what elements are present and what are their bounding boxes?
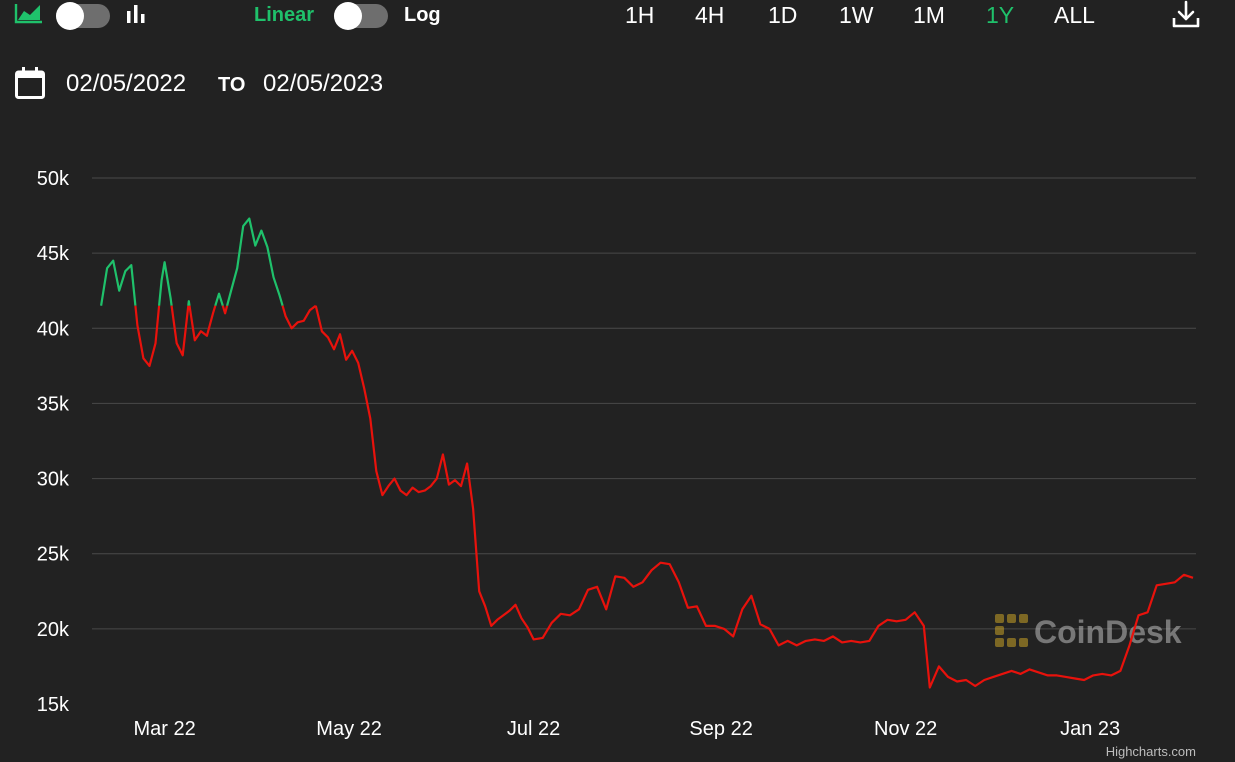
price-line-up <box>214 292 224 307</box>
price-line-up <box>100 259 137 306</box>
area-chart-icon[interactable] <box>14 2 44 24</box>
price-line-down <box>188 305 217 342</box>
chart-type-toggle[interactable] <box>56 2 110 30</box>
y-tick-label: 40k <box>37 318 70 340</box>
toggle-knob <box>334 2 362 30</box>
highcharts-credit[interactable]: Highcharts.com <box>1106 744 1196 759</box>
chart-toolbar: Linear Log 1H 4H 1D 1W 1M 1Y ALL <box>0 0 1235 34</box>
range-button-1m[interactable]: 1M <box>913 2 945 28</box>
scale-toggle[interactable] <box>334 2 388 30</box>
y-tick-label: 35k <box>37 393 70 415</box>
y-tick-label: 15k <box>37 694 70 716</box>
x-tick-label: Mar 22 <box>133 718 195 740</box>
price-line-up <box>158 261 173 306</box>
calendar-icon[interactable] <box>14 66 46 100</box>
x-tick-label: Jan 23 <box>1060 718 1120 740</box>
date-from[interactable]: 02/05/2022 <box>66 70 187 97</box>
x-tick-label: May 22 <box>316 718 382 740</box>
log-scale-label[interactable]: Log <box>404 4 441 26</box>
y-tick-label: 50k <box>37 168 70 190</box>
x-tick-label: Sep 22 <box>689 718 752 740</box>
range-button-1w[interactable]: 1W <box>839 2 874 28</box>
bar-chart-icon[interactable] <box>125 2 147 24</box>
linear-scale-label[interactable]: Linear <box>254 4 315 26</box>
date-to[interactable]: 02/05/2023 <box>263 70 384 97</box>
watermark-text: CoinDesk <box>1034 614 1182 650</box>
range-button-1h[interactable]: 1H <box>625 2 655 28</box>
y-tick-label: 20k <box>37 619 70 641</box>
coindesk-logo <box>995 614 1028 647</box>
y-tick-label: 45k <box>37 243 70 265</box>
range-button-all[interactable]: ALL <box>1054 2 1095 28</box>
download-icon[interactable] <box>1171 0 1201 30</box>
y-tick-label: 30k <box>37 469 70 491</box>
range-button-1d[interactable]: 1D <box>768 2 798 28</box>
price-line-up <box>226 217 284 307</box>
price-line-down <box>170 305 190 357</box>
range-button-1y[interactable]: 1Y <box>986 2 1015 28</box>
price-line-down <box>281 304 317 330</box>
price-line-up <box>187 300 191 306</box>
price-line-down <box>314 305 1194 689</box>
toggle-knob <box>56 2 84 30</box>
y-tick-label: 25k <box>37 544 70 566</box>
date-to-label: TO <box>218 74 246 96</box>
x-tick-label: Nov 22 <box>874 718 937 740</box>
range-button-4h[interactable]: 4H <box>695 2 725 28</box>
price-line-down <box>134 305 161 367</box>
x-tick-label: Jul 22 <box>507 718 560 740</box>
watermark: CoinDesk <box>995 614 1182 650</box>
price-line-down <box>221 305 229 315</box>
